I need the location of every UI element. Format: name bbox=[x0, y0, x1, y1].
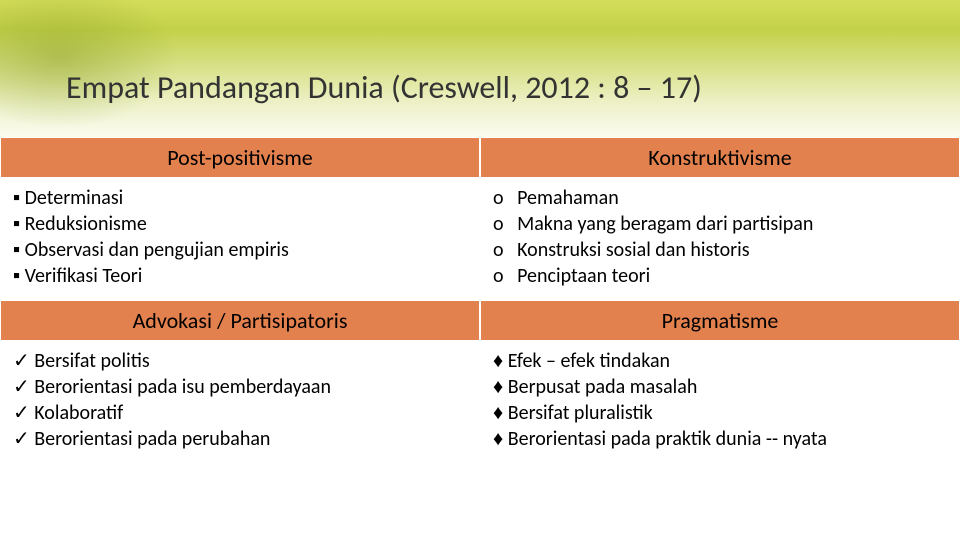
list-pragmatism: Efek – efek tindakan Berpusat pada masal… bbox=[493, 348, 949, 452]
list-item: Bersifat pluralistik bbox=[493, 400, 949, 426]
list-item: Bersifat politis bbox=[13, 348, 469, 374]
list-item: Berorientasi pada praktik dunia -- nyata bbox=[493, 426, 949, 452]
list-item: Kolaboratif bbox=[13, 400, 469, 426]
list-item: Penciptaan teori bbox=[493, 263, 949, 289]
list-item: Berorientasi pada isu pemberdayaan bbox=[13, 374, 469, 400]
list-item: Efek – efek tindakan bbox=[493, 348, 949, 374]
header-pragmatism: Pragmatisme bbox=[480, 300, 960, 341]
header-constructivism: Konstruktivisme bbox=[480, 137, 960, 178]
cell-constructivism: Pemahaman Makna yang beragam dari partis… bbox=[480, 178, 960, 300]
worldviews-table: Post-positivisme Konstruktivisme Determi… bbox=[0, 137, 960, 463]
list-item: Verifikasi Teori bbox=[13, 263, 469, 289]
list-item: Pemahaman bbox=[493, 185, 949, 211]
list-postpositivism: Determinasi Reduksionisme Observasi dan … bbox=[13, 185, 469, 289]
list-item: Reduksionisme bbox=[13, 211, 469, 237]
cell-advocacy: Bersifat politis Berorientasi pada isu p… bbox=[0, 341, 480, 463]
list-item: Konstruksi sosial dan historis bbox=[493, 237, 949, 263]
list-item: Makna yang beragam dari partisipan bbox=[493, 211, 949, 237]
list-constructivism: Pemahaman Makna yang beragam dari partis… bbox=[493, 185, 949, 289]
list-item: Determinasi bbox=[13, 185, 469, 211]
slide-title: Empat Pandangan Dunia (Creswell, 2012 : … bbox=[0, 0, 960, 107]
cell-postpositivism: Determinasi Reduksionisme Observasi dan … bbox=[0, 178, 480, 300]
list-item: Berpusat pada masalah bbox=[493, 374, 949, 400]
header-postpositivism: Post-positivisme bbox=[0, 137, 480, 178]
list-item: Observasi dan pengujian empiris bbox=[13, 237, 469, 263]
list-item: Berorientasi pada perubahan bbox=[13, 426, 469, 452]
header-advocacy: Advokasi / Partisipatoris bbox=[0, 300, 480, 341]
list-advocacy: Bersifat politis Berorientasi pada isu p… bbox=[13, 348, 469, 452]
cell-pragmatism: Efek – efek tindakan Berpusat pada masal… bbox=[480, 341, 960, 463]
